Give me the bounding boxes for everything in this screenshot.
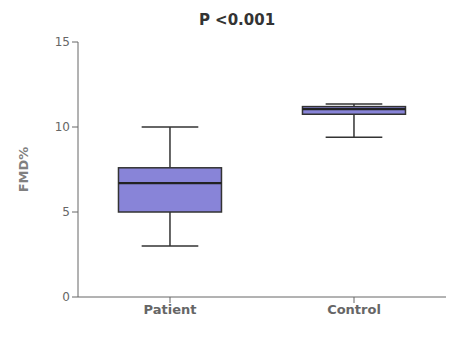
svg-text:10: 10	[55, 120, 70, 134]
svg-text:Patient: Patient	[144, 302, 197, 317]
svg-text:15: 15	[55, 35, 70, 49]
svg-text:Control: Control	[327, 302, 381, 317]
svg-text:0: 0	[62, 290, 70, 304]
html-text:P <0.001: P <0.001	[198, 11, 276, 29]
svg-text:5: 5	[62, 205, 70, 219]
svg-text:FMD%: FMD%	[16, 147, 31, 193]
